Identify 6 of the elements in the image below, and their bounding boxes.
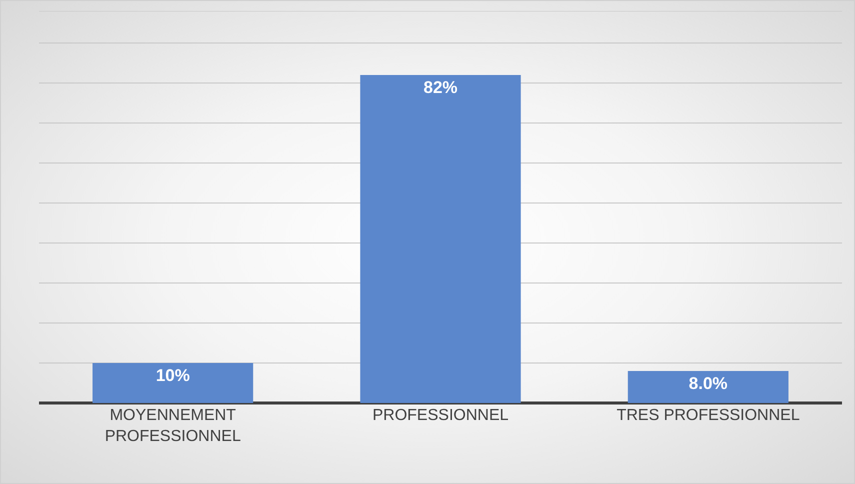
x-tick-label: PROFESSIONNEL <box>372 407 509 424</box>
x-tick-label: TRES PROFESSIONNEL <box>616 407 800 424</box>
data-label: 82% <box>423 78 458 97</box>
data-label: 8.0% <box>688 374 728 393</box>
data-label: 10% <box>156 366 190 385</box>
x-tick-label: MOYENNEMENT PROFESSIONNEL <box>104 407 241 445</box>
